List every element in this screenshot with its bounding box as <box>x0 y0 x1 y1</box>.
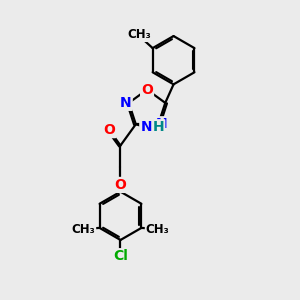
Text: CH₃: CH₃ <box>71 223 95 236</box>
Text: Cl: Cl <box>113 249 128 263</box>
Text: N: N <box>120 96 132 110</box>
Text: N: N <box>140 120 152 134</box>
Text: CH₃: CH₃ <box>127 28 151 41</box>
Text: CH₃: CH₃ <box>146 223 169 236</box>
Text: N: N <box>155 117 167 131</box>
Text: O: O <box>141 82 153 97</box>
Text: O: O <box>103 123 115 137</box>
Text: H: H <box>153 120 164 134</box>
Text: O: O <box>115 178 126 192</box>
